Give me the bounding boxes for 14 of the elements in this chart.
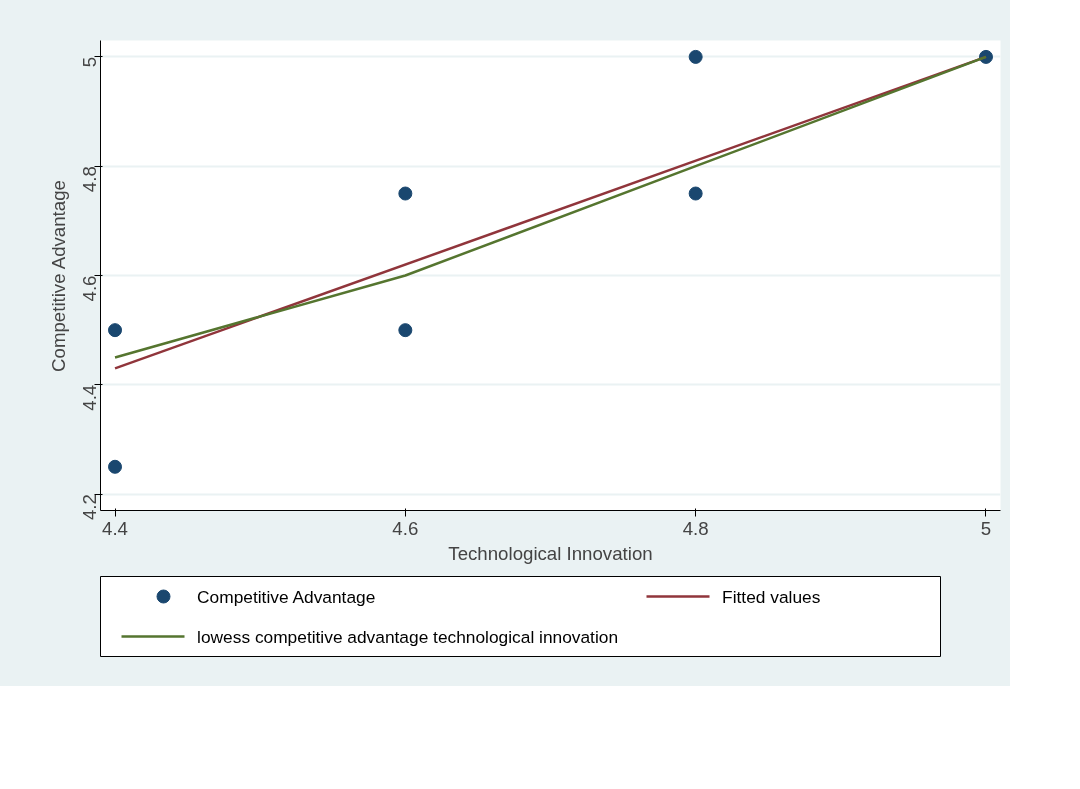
y-tick-label: 4.8 [79,166,100,193]
y-tick-label: 5 [79,56,100,68]
legend-label: Competitive Advantage [197,586,376,607]
x-tick-label: 4.4 [102,517,128,539]
y-tick-label: 4.4 [79,384,100,411]
legend-label: Fitted values [722,586,821,607]
x-axis-title: Technological Innovation [448,542,653,564]
x-tick-label: 4.8 [682,517,709,539]
x-tick-label: 4.6 [392,517,419,539]
legend-label: lowess competitive advantage technological innovation [197,626,619,647]
y-tick-label: 4.6 [79,275,100,302]
y-tick-label: 4.2 [79,494,100,521]
x-tick-label: 5 [980,517,992,539]
y-axis-title: Competitive Advantage [47,180,69,372]
